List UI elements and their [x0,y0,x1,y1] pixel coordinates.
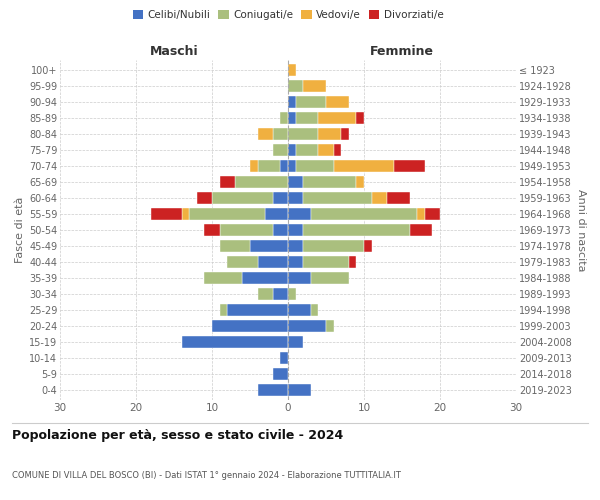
Bar [311,304,319,316]
Bar [364,240,371,252]
Bar [288,384,311,396]
Bar [273,288,288,300]
Bar [250,160,257,172]
Bar [288,80,303,92]
Bar [220,240,250,252]
Bar [235,176,288,188]
Bar [288,272,311,284]
Bar [288,256,303,268]
Bar [273,368,288,380]
Bar [220,224,273,236]
Bar [220,176,235,188]
Bar [257,256,288,268]
Bar [273,192,288,204]
Bar [250,240,288,252]
Bar [189,208,265,220]
Bar [303,80,326,92]
Bar [303,192,371,204]
Bar [303,176,356,188]
Bar [303,240,364,252]
Bar [288,304,311,316]
Bar [182,336,288,348]
Bar [319,112,356,124]
Text: Popolazione per età, sesso e stato civile - 2024: Popolazione per età, sesso e stato civil… [12,430,343,442]
Bar [257,160,280,172]
Bar [288,112,296,124]
Bar [288,176,303,188]
Bar [296,96,326,108]
Y-axis label: Anni di nascita: Anni di nascita [576,188,586,271]
Bar [341,128,349,140]
Bar [288,336,303,348]
Bar [257,288,273,300]
Bar [227,256,257,268]
Bar [349,256,356,268]
Bar [334,160,394,172]
Bar [273,128,288,140]
Bar [417,208,425,220]
Text: Femmine: Femmine [370,46,434,59]
Bar [288,320,326,332]
Bar [257,128,273,140]
Bar [326,96,349,108]
Bar [356,176,364,188]
Bar [288,144,296,156]
Text: COMUNE DI VILLA DEL BOSCO (BI) - Dati ISTAT 1° gennaio 2024 - Elaborazione TUTTI: COMUNE DI VILLA DEL BOSCO (BI) - Dati IS… [12,471,401,480]
Bar [280,352,288,364]
Bar [371,192,387,204]
Bar [288,288,296,300]
Bar [288,128,319,140]
Bar [288,240,303,252]
Text: Maschi: Maschi [149,46,199,59]
Bar [205,272,242,284]
Bar [212,192,273,204]
Bar [182,208,189,220]
Bar [227,304,288,316]
Bar [410,224,433,236]
Bar [220,304,227,316]
Bar [288,96,296,108]
Bar [326,320,334,332]
Bar [151,208,182,220]
Bar [425,208,440,220]
Bar [288,64,296,76]
Bar [303,224,410,236]
Bar [257,384,288,396]
Legend: Celibi/Nubili, Coniugati/e, Vedovi/e, Divorziati/e: Celibi/Nubili, Coniugati/e, Vedovi/e, Di… [131,8,445,22]
Bar [311,272,349,284]
Bar [334,144,341,156]
Bar [303,256,349,268]
Y-axis label: Fasce di età: Fasce di età [14,197,25,263]
Bar [265,208,288,220]
Bar [311,208,417,220]
Bar [319,128,341,140]
Bar [280,160,288,172]
Bar [273,224,288,236]
Bar [296,112,319,124]
Bar [296,160,334,172]
Bar [288,208,311,220]
Bar [288,192,303,204]
Bar [288,160,296,172]
Bar [242,272,288,284]
Bar [197,192,212,204]
Bar [280,112,288,124]
Bar [387,192,410,204]
Bar [356,112,364,124]
Bar [212,320,288,332]
Bar [205,224,220,236]
Bar [288,224,303,236]
Bar [273,144,288,156]
Bar [296,144,319,156]
Bar [394,160,425,172]
Bar [319,144,334,156]
